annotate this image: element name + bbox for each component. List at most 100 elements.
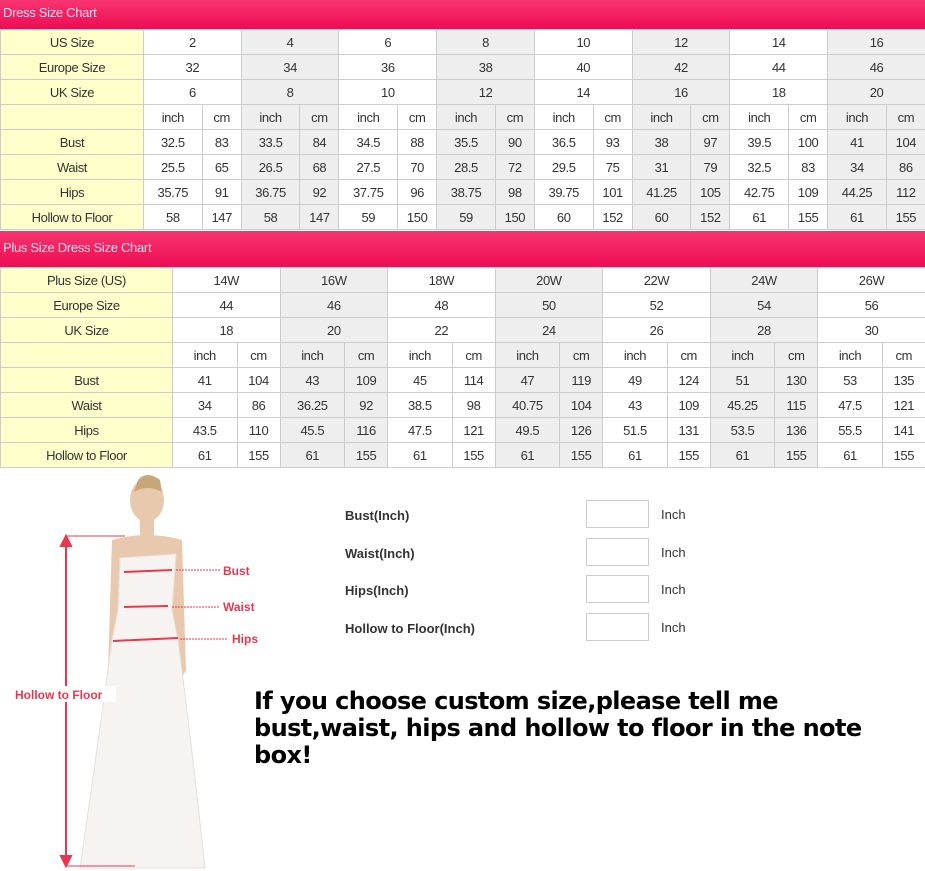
unit-cell: inch <box>533 104 594 130</box>
measure-cell: 79 <box>690 154 731 180</box>
unit-label: Inch <box>661 582 686 597</box>
measure-cell: 155 <box>885 204 925 230</box>
measure-cell: 75 <box>592 154 633 180</box>
size-cell: 6 <box>338 29 438 55</box>
row-label: Bust <box>0 367 173 393</box>
measure-cell: 98 <box>451 392 496 418</box>
size-cell: 50 <box>494 292 604 318</box>
row-label <box>0 342 173 368</box>
table-row: UK Size 18 20 22 24 26 28 30 <box>0 317 925 343</box>
measure-cell: 61 <box>709 442 776 468</box>
unit-cell: cm <box>690 104 731 130</box>
measure-cell: 39.5 <box>729 129 790 155</box>
size-cell: 18W <box>387 267 496 293</box>
measure-cell: 135 <box>881 367 925 393</box>
measure-cell: 110 <box>236 417 281 443</box>
measure-cell: 96 <box>397 179 438 205</box>
measure-cell: 47.5 <box>817 392 883 418</box>
table-row: Hollow to Floor 61 155 61 155 61 155 61 155 61 155… <box>0 442 925 468</box>
measure-cell: 130 <box>774 367 819 393</box>
size-cell: 12 <box>631 29 731 55</box>
measure-cell: 93 <box>592 129 633 155</box>
unit-cell: inch <box>729 104 790 130</box>
unit-cell: inch <box>143 104 203 130</box>
measure-cell: 32.5 <box>729 154 790 180</box>
measure-cell: 38 <box>631 129 692 155</box>
measure-cell: 83 <box>201 129 242 155</box>
size-cell: 28 <box>709 317 819 343</box>
unit-cell: inch <box>240 104 301 130</box>
unit-cell: cm <box>494 104 535 130</box>
unit-cell: inch <box>279 342 346 368</box>
measurement-input[interactable] <box>586 575 649 603</box>
size-cell: 18 <box>729 79 829 105</box>
measure-cell: 109 <box>788 179 829 205</box>
size-cell: 14 <box>533 79 633 105</box>
measure-cell: 155 <box>559 442 604 468</box>
table-row: Waist 25.5 65 26.5 68 27.5 70 28.5 72 29.5 75 31 79 3… <box>0 154 925 180</box>
size-cell: 46 <box>279 292 389 318</box>
form-row: Waist(Inch) Inch <box>345 537 745 568</box>
hollow-to-floor-label: Hollow to Floor <box>15 688 103 702</box>
measure-cell: 61 <box>817 442 883 468</box>
form-row: Hollow to Floor(Inch) Inch <box>345 612 745 643</box>
custom-size-note: If you choose custom size,please tell me… <box>254 687 862 769</box>
plus-size-chart-title: Plus Size Dress Size Chart <box>3 240 152 255</box>
size-cell: 38 <box>436 54 535 80</box>
measure-cell: 60 <box>631 204 692 230</box>
measure-cell: 68 <box>299 154 340 180</box>
size-cell: 44 <box>729 54 829 80</box>
size-cell: 30 <box>817 317 925 343</box>
measure-cell: 61 <box>729 204 790 230</box>
size-cell: 48 <box>387 292 496 318</box>
measure-cell: 61 <box>387 442 453 468</box>
measure-cell: 43 <box>279 367 346 393</box>
size-cell: 32 <box>143 54 242 80</box>
measure-cell: 114 <box>451 367 496 393</box>
measure-cell: 70 <box>397 154 438 180</box>
size-cell: 20 <box>279 317 389 343</box>
table-row: Hips 35.75 91 36.75 92 37.75 96 38.75 98 39.75 101… <box>0 179 925 205</box>
measure-cell: 61 <box>602 442 668 468</box>
measure-cell: 34.5 <box>338 129 399 155</box>
measure-cell: 155 <box>236 442 281 468</box>
measurement-input[interactable] <box>586 612 649 641</box>
measure-cell: 35.5 <box>436 129 496 155</box>
measure-cell: 152 <box>690 204 731 230</box>
measure-cell: 45 <box>387 367 453 393</box>
measure-cell: 90 <box>494 129 535 155</box>
size-cell: 52 <box>602 292 711 318</box>
measure-cell: 49 <box>602 367 668 393</box>
measure-cell: 101 <box>592 179 633 205</box>
measure-cell: 155 <box>344 442 389 468</box>
unit-cell: cm <box>788 104 829 130</box>
unit-label: Inch <box>661 507 686 522</box>
size-cell: 54 <box>709 292 819 318</box>
measure-cell: 43.5 <box>172 417 238 443</box>
measure-cell: 36.25 <box>279 392 346 418</box>
measure-cell: 100 <box>788 129 829 155</box>
unit-cell: cm <box>881 342 925 368</box>
size-cell: 10 <box>338 79 438 105</box>
form-row: Bust(Inch) Inch <box>345 500 745 530</box>
form-row: Hips(Inch) Inch <box>345 575 745 605</box>
measure-cell: 53 <box>817 367 883 393</box>
size-cell: 12 <box>436 79 535 105</box>
measure-cell: 49.5 <box>494 417 561 443</box>
measure-cell: 35.75 <box>143 179 203 205</box>
field-label: Hollow to Floor(Inch) <box>345 620 475 636</box>
table-row: Europe Size 32 34 36 38 40 42 44 46 <box>0 54 925 80</box>
unit-cell: inch <box>817 342 883 368</box>
size-cell: 8 <box>436 29 535 55</box>
measurement-input[interactable] <box>586 537 649 566</box>
table-row: inch cm inch cm inch cm inch cm inch cm inch cm inch… <box>0 342 925 368</box>
measure-cell: 36.75 <box>240 179 301 205</box>
table-row: Europe Size 44 46 48 50 52 54 56 <box>0 292 925 318</box>
table-row: Hollow to Floor 58 147 58 147 59 150 59 150 60 152… <box>0 204 925 230</box>
measure-cell: 105 <box>690 179 731 205</box>
measure-cell: 39.75 <box>533 179 594 205</box>
size-cell: 24W <box>709 267 819 293</box>
measure-cell: 150 <box>397 204 438 230</box>
measurement-input[interactable] <box>586 500 649 528</box>
measure-cell: 37.75 <box>338 179 399 205</box>
